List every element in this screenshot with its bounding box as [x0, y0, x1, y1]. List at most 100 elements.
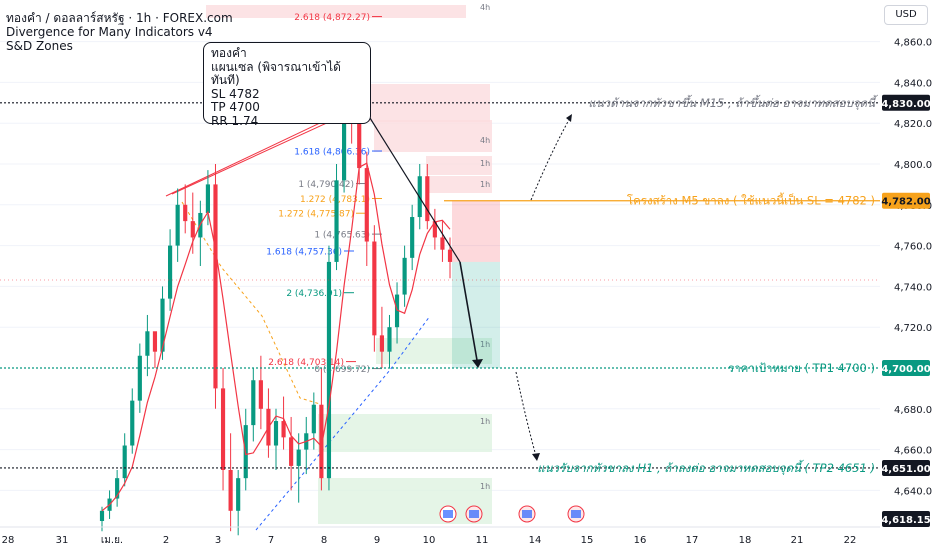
- price-label-text: 4,782.00: [881, 197, 930, 208]
- resistance-zone: [374, 120, 492, 152]
- x-tick-label: 17: [686, 535, 699, 546]
- candle-body: [364, 168, 369, 242]
- x-tick-label: 21: [791, 535, 804, 546]
- price-label-box: [882, 94, 930, 111]
- x-tick-label: 16: [634, 535, 647, 546]
- candle-body: [168, 245, 173, 299]
- candle-body: [190, 221, 195, 238]
- candle-body: [236, 478, 241, 511]
- candle-body: [220, 388, 226, 470]
- indicator-label-sd-zones: S&D Zones: [6, 39, 73, 53]
- candle-body: [130, 400, 135, 446]
- y-tick-label: 4,740.00: [894, 282, 932, 293]
- x-tick-label: 14: [529, 535, 542, 546]
- candle-body: [115, 478, 120, 499]
- candle-body: [160, 298, 165, 352]
- fib-level-label: 1.272 (4,775.87): [278, 210, 354, 220]
- candle-body: [183, 204, 188, 222]
- x-tick-label: 15: [581, 535, 594, 546]
- x-tick-label: 11: [476, 535, 489, 546]
- us-flag-icon: [522, 510, 532, 518]
- candle-body: [311, 404, 316, 434]
- x-tick-label: เม.ย.: [101, 535, 123, 546]
- zone-timeframe-tag: 1h: [480, 340, 490, 349]
- us-flag-icon: [469, 510, 479, 518]
- candle-body: [410, 217, 415, 258]
- candle-body: [319, 404, 324, 479]
- x-tick-label: 22: [844, 535, 857, 546]
- price-label-box: [882, 459, 930, 476]
- x-tick-label: 8: [321, 535, 327, 546]
- support-zone: [376, 338, 492, 364]
- us-flag-icon: [443, 510, 453, 518]
- candle-body: [387, 327, 392, 352]
- candle-body: [281, 421, 286, 438]
- y-tick-label: 4,680.00: [894, 405, 932, 416]
- y-tick-label: 4,800.00: [894, 160, 932, 171]
- zone-timeframe-tag: 1h: [480, 417, 490, 426]
- dotted-arrow: [530, 117, 571, 201]
- symbol-title: ทองคำ / ดอลลาร์สหรัฐ · 1h · FOREX.com: [6, 11, 233, 25]
- candle-body: [175, 204, 180, 246]
- fib-level-label: 1 (4,765.63): [314, 231, 370, 241]
- candle-body: [273, 421, 279, 446]
- candle-body: [205, 184, 210, 213]
- x-tick-label: 9: [374, 535, 380, 546]
- callout-line: RR 1.74: [211, 113, 259, 128]
- us-flag-icon: [571, 510, 581, 518]
- price-label-box: [882, 360, 930, 376]
- x-tick-label: 18: [739, 535, 752, 546]
- candle-body: [342, 102, 347, 181]
- level-annotation: แนวต้านจากหัวขาขึ้น M15 , ถ้าขึ้นต่อ อาจ…: [588, 94, 878, 110]
- fib-level-label: 1.618 (4,806.36): [294, 148, 370, 158]
- level-annotation: โครงสร้าง M5 ขาลง ( ใช้แนวนี้เป็น SL = 4…: [627, 193, 875, 208]
- y-tick-label: 4,640.00: [894, 486, 932, 497]
- y-tick-label: 4,660.00: [894, 446, 932, 457]
- level-annotation: แนวรับจากหัวขาลง H1 , ถ้าลงต่อ อาจมาทดสอ…: [537, 459, 875, 475]
- trade-plan-callout: ทองคำ แผนเซล (พิจารณาเข้าได้ทันที) SL 47…: [203, 42, 371, 128]
- candle-body: [228, 470, 233, 511]
- y-tick-label: 4,860.00: [894, 38, 932, 49]
- support-zone: [318, 478, 492, 524]
- callout-pointer: [369, 117, 461, 263]
- candle-body: [440, 237, 445, 250]
- candle-body: [334, 180, 339, 262]
- zone-timeframe-tag: 1h: [480, 482, 490, 491]
- dotted-arrow-head: [566, 114, 572, 122]
- x-tick-label: 2: [163, 535, 169, 546]
- zone-timeframe-tag: 1h: [480, 180, 490, 189]
- callout-line: แผนเซล (พิจารณาเข้าได้ทันที): [211, 59, 341, 88]
- candle-body: [289, 437, 294, 466]
- candle-body: [137, 355, 142, 401]
- callout-line: TP 4700: [211, 100, 260, 115]
- dotted-arrow: [515, 371, 537, 457]
- dotted-arrow-head: [532, 453, 540, 461]
- callout-line: SL 4782: [211, 86, 260, 101]
- x-tick-label: 7: [268, 535, 274, 546]
- currency-button[interactable]: USD: [884, 5, 928, 25]
- fib-level-label: 0 (4,699.72): [314, 365, 370, 375]
- fib-extension-line: [181, 201, 321, 405]
- candle-body: [402, 257, 407, 295]
- candle-body: [447, 249, 453, 262]
- candle-body: [258, 380, 263, 409]
- candle-body: [372, 241, 377, 336]
- candle-body: [213, 184, 218, 389]
- x-tick-label: 28: [2, 535, 15, 546]
- indicator-label-divergence: Divergence for Many Indicators v4: [6, 25, 213, 39]
- y-tick-label: 4,760.00: [894, 242, 932, 253]
- candle-body: [251, 380, 256, 426]
- resistance-zone: [426, 176, 492, 193]
- callout-line: ทองคำ: [211, 46, 247, 60]
- fib-level-label: 2.618 (4,703.14): [268, 358, 344, 368]
- price-label-text: 4,830.00: [881, 99, 930, 110]
- level-annotation: ราคาเป้าหมาย ( TP1 4700 ): [728, 361, 875, 375]
- candle-body: [326, 261, 332, 479]
- zone-timeframe-tag: 4h: [480, 136, 490, 145]
- price-label-box: [882, 511, 930, 527]
- candle-body: [379, 335, 384, 352]
- price-label-text: 4,618.15: [881, 515, 930, 526]
- y-tick-label: 4,840.00: [894, 78, 932, 89]
